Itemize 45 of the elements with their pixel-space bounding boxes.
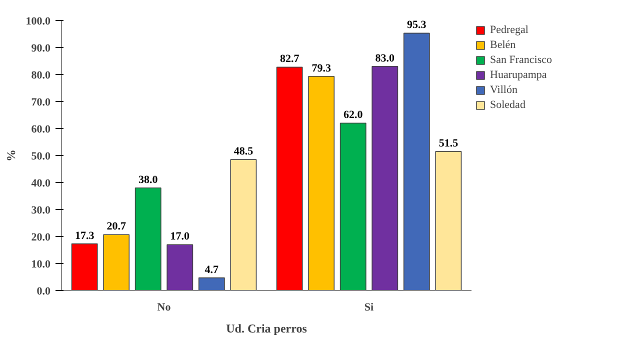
data-label: 79.3	[312, 62, 332, 74]
legend-label: Soledad	[490, 99, 526, 111]
data-label: 83.0	[375, 52, 396, 64]
data-label: 4.7	[204, 264, 220, 276]
bar	[308, 76, 335, 290]
y-tick-label: 100.0	[26, 16, 51, 28]
bar	[230, 159, 257, 290]
bar	[134, 188, 162, 290]
data-label: 62.0	[343, 109, 364, 122]
y-tick-label: 20.0	[31, 232, 51, 244]
legend-label: Belén	[490, 39, 516, 51]
legend-label: Huarupampa	[490, 69, 547, 81]
data-label: 48.5	[234, 146, 254, 158]
y-tick-label: 60.0	[31, 124, 51, 136]
y-axis-title: %	[4, 150, 18, 162]
bar	[403, 32, 430, 290]
bar	[166, 244, 194, 290]
y-tick-label: 30.0	[31, 204, 51, 216]
y-tick-label: 10.0	[31, 258, 51, 270]
legend-label: Villón	[490, 84, 518, 96]
x-axis-title: Ud. Cria perros	[226, 322, 308, 336]
y-tick-label: 0.0	[36, 286, 51, 298]
data-label: 20.7	[106, 220, 126, 233]
legend-label: Pedregal	[490, 24, 528, 36]
x-tick-label: No	[157, 302, 172, 314]
legend-label: San Francisco	[490, 54, 552, 66]
data-label: 38.0	[138, 174, 158, 186]
bar	[435, 151, 462, 290]
data-label: 17.0	[170, 230, 190, 243]
bar	[71, 243, 98, 290]
data-label: 17.3	[74, 230, 95, 242]
data-label: 95.3	[407, 19, 427, 32]
y-tick-label: 40.0	[31, 178, 51, 190]
bar	[198, 277, 225, 290]
bar	[340, 122, 366, 290]
bar	[276, 66, 303, 290]
data-label: 51.5	[438, 137, 459, 150]
bar	[103, 234, 130, 290]
y-tick-label: 70.0	[31, 96, 51, 108]
bar	[372, 66, 398, 290]
y-tick-label: 50.0	[31, 150, 51, 162]
y-tick-label: 80.0	[31, 70, 51, 82]
data-label: 82.7	[280, 53, 300, 66]
y-tick-label: 90.0	[31, 42, 51, 54]
x-tick-label: Si	[364, 302, 374, 314]
